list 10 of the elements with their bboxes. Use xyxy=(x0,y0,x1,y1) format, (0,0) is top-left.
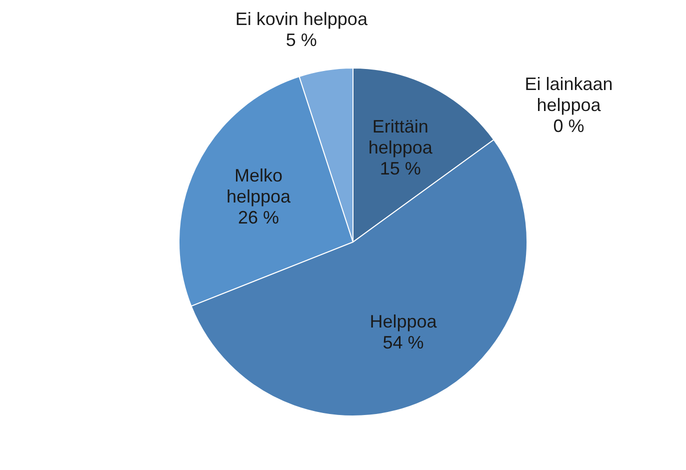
data-label: 26 % xyxy=(238,207,280,228)
slice-label: Erittäin helppoa xyxy=(368,116,434,158)
data-label: 54 % xyxy=(382,332,424,353)
data-label: 5 % xyxy=(286,30,317,50)
slice-label: Ei kovin helppoa xyxy=(235,8,368,29)
slice-label: Melko helppoa xyxy=(226,165,292,206)
slice-label: Helppoa xyxy=(370,312,438,332)
category-label: Ei lainkaan helppoa xyxy=(524,74,613,116)
text: 0 % xyxy=(553,116,584,136)
data-label: 15 % xyxy=(380,158,421,179)
